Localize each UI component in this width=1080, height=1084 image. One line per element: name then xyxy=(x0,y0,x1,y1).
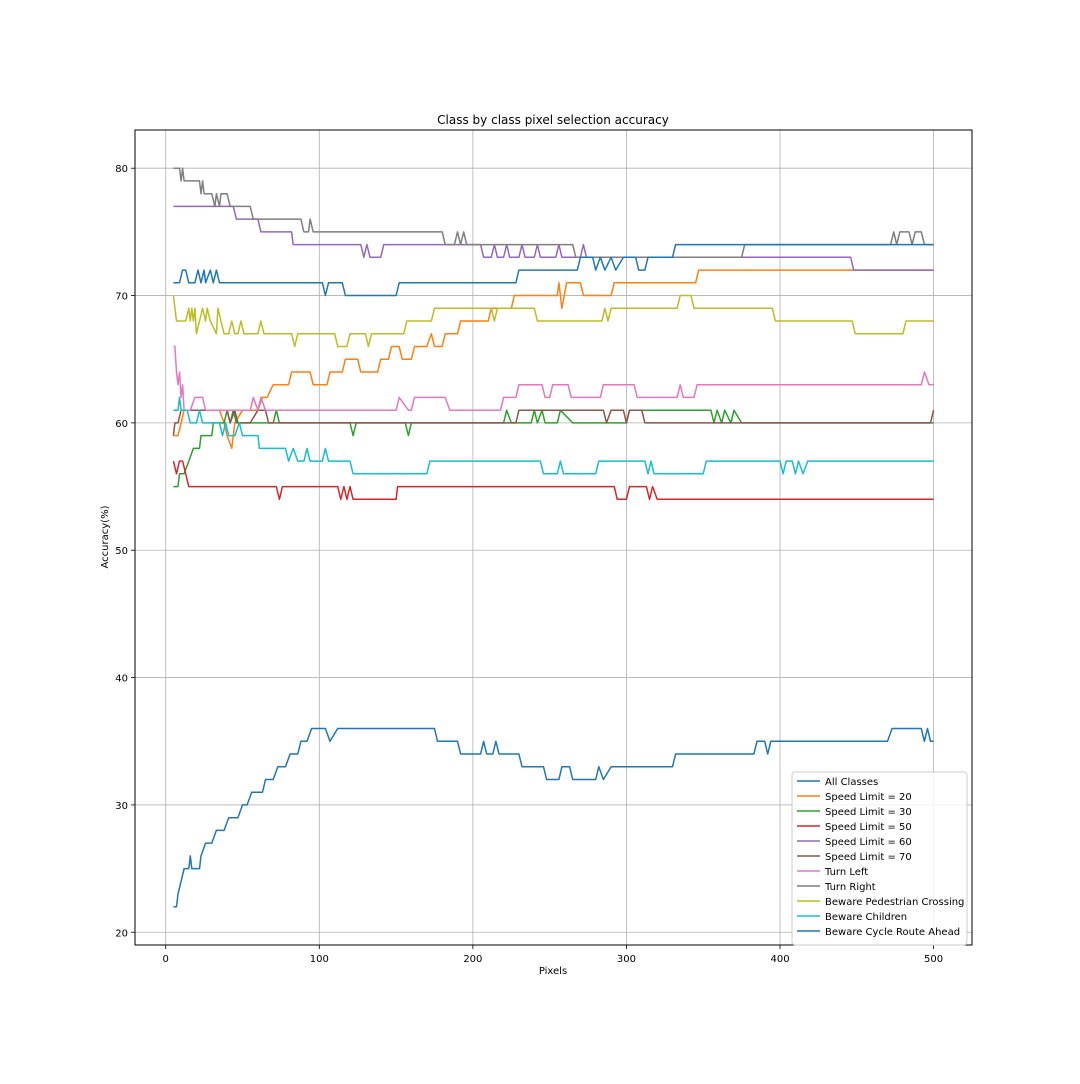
legend-entry: Beware Cycle Route Ahead xyxy=(825,927,960,938)
series-line-all-classes xyxy=(173,727,934,908)
legend-entry: Speed Limit = 30 xyxy=(825,807,912,818)
legend-entry: Beware Children xyxy=(825,912,907,923)
series-line-beware-children xyxy=(173,396,934,475)
y-tick-label: 50 xyxy=(115,546,128,557)
x-tick-label: 400 xyxy=(770,954,789,965)
chart-title: Class by class pixel selection accuracy xyxy=(437,113,669,127)
x-tick-label: 200 xyxy=(463,954,482,965)
y-tick-label: 40 xyxy=(115,674,128,685)
legend-entry: Turn Left xyxy=(824,867,868,878)
y-axis-label: Accuracy(%) xyxy=(100,505,111,568)
legend: All Classes Speed Limit = 20 Speed Limit =… xyxy=(791,771,968,946)
legend-entry: Speed Limit = 60 xyxy=(825,837,912,848)
axis-ticks: 0 100 200 300 400 500 20 30 40 50 60 70 80 xyxy=(115,164,943,965)
series-line-speed-limit-50 xyxy=(172,460,934,501)
legend-entry: Speed Limit = 50 xyxy=(825,822,912,833)
x-tick-label: 500 xyxy=(924,954,943,965)
series-line-beware-cycle-route-ahead xyxy=(173,243,934,297)
x-tick-label: 0 xyxy=(163,954,169,965)
series-lines xyxy=(172,167,935,908)
plot-frame xyxy=(134,129,973,946)
x-tick-label: 100 xyxy=(310,954,329,965)
x-axis-label: Pixels xyxy=(539,966,567,977)
legend-entry: Speed Limit = 70 xyxy=(825,852,912,863)
legend-box xyxy=(791,771,968,946)
series-line-turn-right xyxy=(173,167,934,259)
y-tick-label: 70 xyxy=(115,292,128,303)
y-tick-label: 60 xyxy=(115,419,128,430)
series-line-beware-pedestrian-crossing xyxy=(172,294,934,348)
series-line-speed-limit-30 xyxy=(173,409,934,488)
y-tick-label: 80 xyxy=(115,164,128,175)
legend-entry: Turn Right xyxy=(824,882,876,893)
legend-entry: Beware Pedestrian Crossing xyxy=(825,897,964,908)
series-line-speed-limit-60 xyxy=(173,205,934,271)
x-tick-label: 300 xyxy=(617,954,636,965)
y-tick-label: 30 xyxy=(115,801,128,812)
legend-entry: Speed Limit = 20 xyxy=(825,792,912,803)
legend-entry: All Classes xyxy=(825,777,878,788)
y-tick-label: 20 xyxy=(115,928,128,939)
